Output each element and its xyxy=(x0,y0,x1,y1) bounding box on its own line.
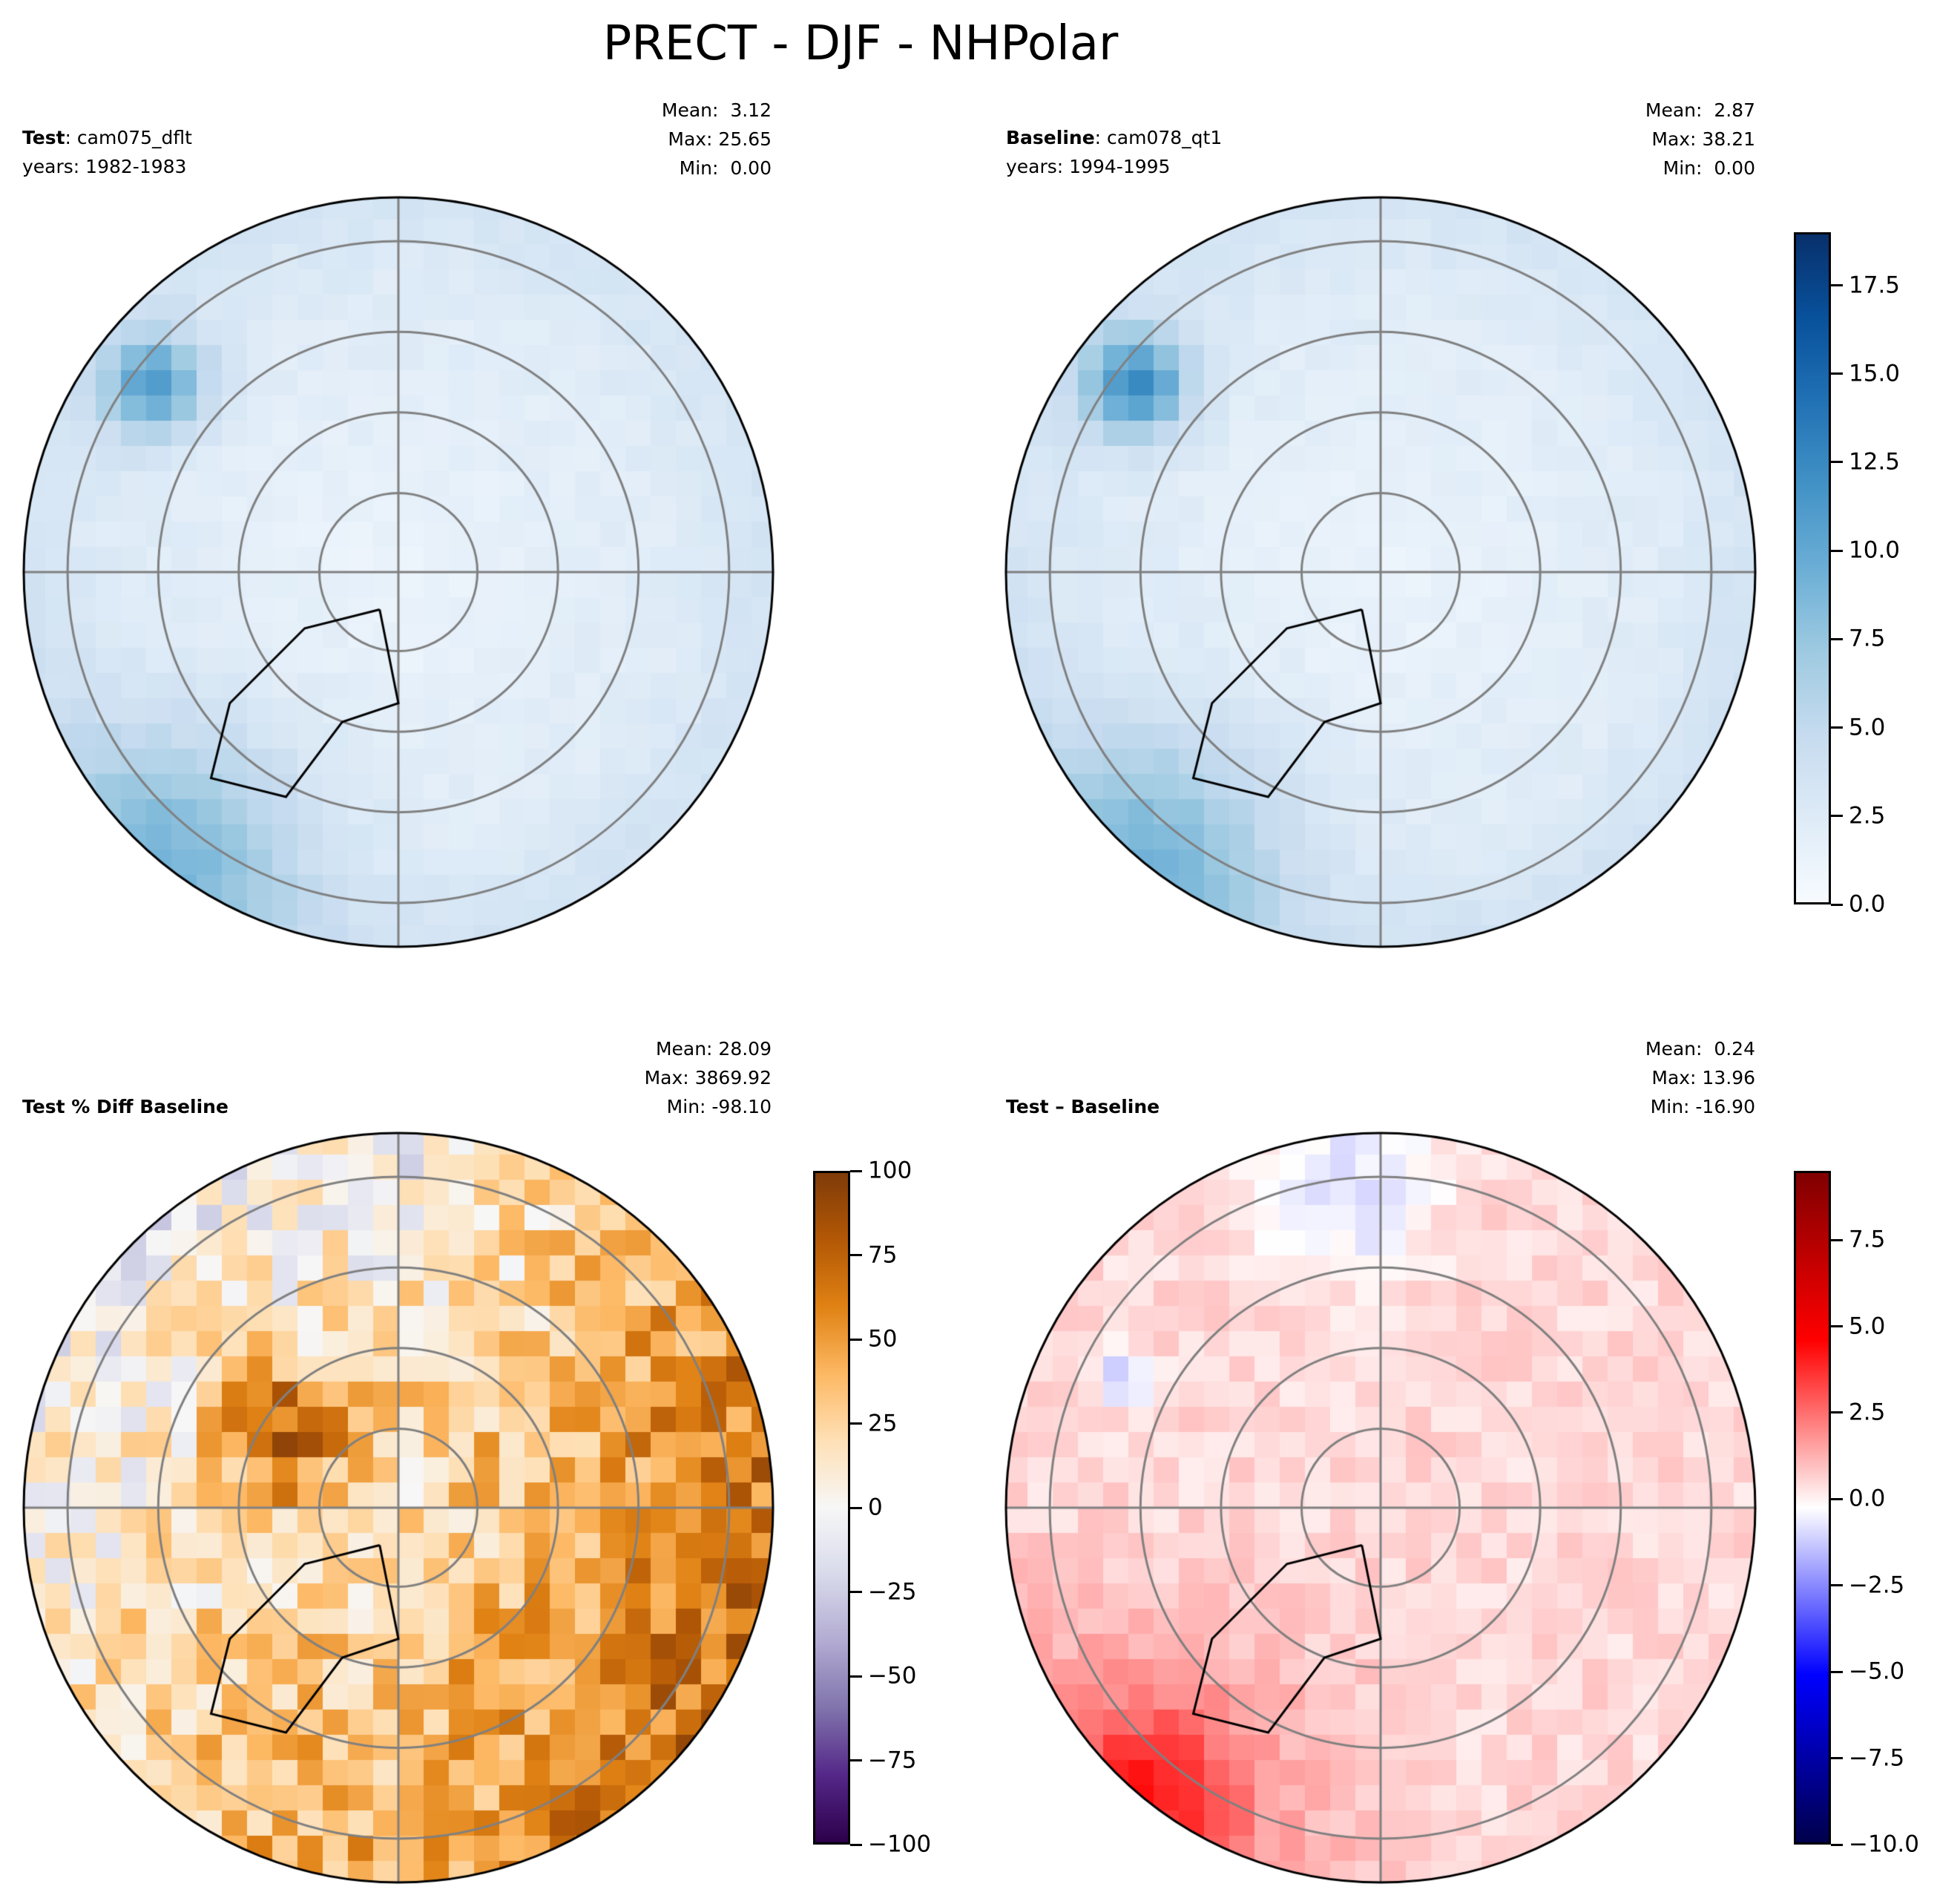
colorbar-tick-label: 17.5 xyxy=(1849,272,1901,299)
map-test xyxy=(20,194,777,950)
colorbar-tick-label: 0.0 xyxy=(1849,1485,1886,1512)
panel-1-label: Test: cam075_dflt xyxy=(22,127,192,148)
panel-1-years: years: 1982-1983 xyxy=(22,156,187,177)
colorbar-tick-label: 75 xyxy=(868,1241,898,1268)
colorbar-tick xyxy=(1831,903,1843,906)
colorbar-tick-label: −2.5 xyxy=(1849,1572,1905,1599)
colorbar-tick xyxy=(850,1591,862,1593)
colorbar-tick-label: 10.0 xyxy=(1849,536,1901,564)
colorbar-tick-label: 7.5 xyxy=(1849,1226,1886,1253)
colorbar-tick-label: −7.5 xyxy=(1849,1744,1905,1772)
panel-2-years: years: 1994-1995 xyxy=(1006,156,1171,177)
colorbar-tick xyxy=(1831,726,1843,729)
colorbar-tick-label: 12.5 xyxy=(1849,448,1901,476)
colorbar-tick xyxy=(1831,637,1843,640)
figure-title: PRECT - DJF - NHPolar xyxy=(602,16,1119,71)
colorbar-tick xyxy=(1831,1497,1843,1500)
colorbar-tick xyxy=(1831,1843,1843,1846)
colorbar-tick-label: 2.5 xyxy=(1849,802,1886,830)
colorbar-tick xyxy=(1831,1670,1843,1673)
colorbar-tick-label: −10.0 xyxy=(1849,1830,1919,1858)
panel-1-stats: Mean: 3.12 Max: 25.65 Min: 0.00 xyxy=(661,99,772,179)
colorbar-tick-label: 50 xyxy=(868,1325,898,1353)
panel-2-label: Baseline: cam078_qt1 xyxy=(1006,127,1223,148)
colorbar-tick xyxy=(850,1254,862,1256)
colorbar-gradient xyxy=(813,1171,850,1845)
colorbar-tick-label: −100 xyxy=(868,1830,932,1858)
panel-3-stats: Mean: 28.09 Max: 3869.92 Min: -98.10 xyxy=(644,1038,772,1117)
panel-2-stats: Mean: 2.87 Max: 38.21 Min: 0.00 xyxy=(1645,99,1755,179)
colorbar-tick-label: −50 xyxy=(868,1662,917,1690)
colorbar-tick xyxy=(1831,1325,1843,1328)
colorbar-tick xyxy=(850,1338,862,1341)
colorbar-tick-label: 25 xyxy=(868,1410,898,1436)
colorbar-tick xyxy=(850,1169,862,1172)
colorbar-tick-label: 100 xyxy=(868,1157,912,1184)
colorbar-tick xyxy=(1831,372,1843,375)
colorbar-tick xyxy=(850,1843,862,1846)
colorbar-tick xyxy=(850,1422,862,1425)
colorbar-tick xyxy=(1831,1757,1843,1760)
colorbar-tick-label: 0.0 xyxy=(1849,890,1886,918)
colorbar-tick-label: 5.0 xyxy=(1849,714,1886,741)
map-difference xyxy=(1002,1129,1759,1886)
panel-3-label: Test % Diff Baseline xyxy=(22,1096,228,1117)
map-baseline xyxy=(1002,194,1759,950)
panel-4-label: Test – Baseline xyxy=(1006,1096,1160,1117)
colorbar-tick xyxy=(1831,1238,1843,1241)
panel-4-stats: Mean: 0.24 Max: 13.96 Min: -16.90 xyxy=(1645,1038,1755,1117)
colorbar-tick xyxy=(1831,461,1843,464)
colorbar-gradient xyxy=(1794,1171,1831,1845)
colorbar-tick xyxy=(1831,284,1843,287)
colorbar-tick xyxy=(850,1506,862,1509)
colorbar-tick-label: 7.5 xyxy=(1849,625,1886,652)
colorbar-tick-label: 5.0 xyxy=(1849,1313,1886,1340)
colorbar-tick xyxy=(1831,1584,1843,1587)
colorbar-tick xyxy=(1831,815,1843,818)
colorbar-tick-label: 15.0 xyxy=(1849,360,1901,387)
colorbar-tick xyxy=(1831,1411,1843,1414)
colorbar-tick xyxy=(850,1759,862,1761)
colorbar-tick-label: −5.0 xyxy=(1849,1658,1905,1685)
colorbar-tick-label: 0 xyxy=(868,1494,883,1521)
colorbar-tick xyxy=(1831,549,1843,552)
map-percent-diff xyxy=(20,1129,777,1886)
colorbar-gradient xyxy=(1794,232,1831,904)
colorbar-tick xyxy=(850,1675,862,1678)
colorbar-tick-label: −25 xyxy=(868,1578,917,1605)
colorbar-tick-label: 2.5 xyxy=(1849,1399,1886,1426)
colorbar-tick-label: −75 xyxy=(868,1747,917,1773)
